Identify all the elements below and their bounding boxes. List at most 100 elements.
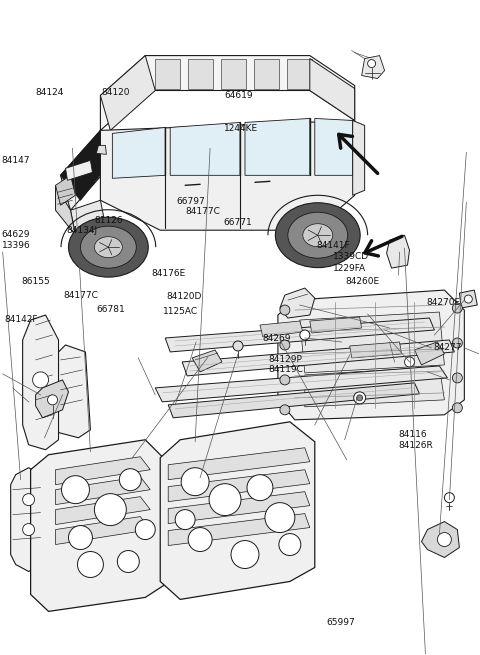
Polygon shape — [160, 422, 315, 599]
Text: 84126R: 84126R — [398, 441, 432, 449]
Circle shape — [209, 483, 241, 515]
Polygon shape — [23, 315, 59, 450]
Polygon shape — [361, 56, 384, 79]
Circle shape — [175, 510, 195, 530]
Text: 1229FA: 1229FA — [333, 263, 366, 272]
Polygon shape — [168, 492, 310, 523]
Text: 1244KE: 1244KE — [224, 124, 258, 134]
Polygon shape — [100, 121, 355, 230]
Text: 84119C: 84119C — [269, 365, 303, 375]
Circle shape — [181, 468, 209, 496]
Text: 84177C: 84177C — [185, 208, 220, 216]
Circle shape — [188, 527, 212, 552]
Circle shape — [135, 519, 155, 540]
Circle shape — [354, 392, 366, 404]
Polygon shape — [56, 477, 150, 504]
Ellipse shape — [81, 226, 136, 268]
Ellipse shape — [95, 236, 122, 257]
Polygon shape — [170, 122, 240, 176]
Polygon shape — [168, 470, 310, 502]
Circle shape — [280, 405, 290, 415]
Polygon shape — [415, 342, 444, 365]
Text: 84260E: 84260E — [345, 277, 379, 286]
Circle shape — [33, 372, 48, 388]
Polygon shape — [254, 58, 279, 88]
Circle shape — [23, 523, 35, 536]
Text: 84277: 84277 — [434, 343, 462, 352]
Circle shape — [452, 303, 462, 313]
Text: 84269: 84269 — [263, 334, 291, 343]
Text: 1125AC: 1125AC — [163, 307, 199, 316]
Polygon shape — [112, 128, 165, 178]
Text: 84147: 84147 — [1, 157, 30, 165]
Text: 84270E: 84270E — [427, 298, 461, 307]
Polygon shape — [280, 288, 315, 318]
Polygon shape — [65, 160, 93, 180]
Polygon shape — [71, 200, 106, 235]
Circle shape — [61, 476, 89, 504]
Polygon shape — [315, 119, 353, 176]
Text: 66797: 66797 — [177, 197, 205, 206]
Circle shape — [117, 550, 139, 572]
Circle shape — [120, 469, 141, 491]
Ellipse shape — [69, 217, 148, 277]
Polygon shape — [310, 317, 361, 333]
Circle shape — [464, 295, 472, 303]
Circle shape — [452, 373, 462, 383]
Text: 84120D: 84120D — [167, 291, 202, 301]
Circle shape — [405, 357, 415, 367]
Text: 66781: 66781 — [96, 305, 125, 314]
Ellipse shape — [288, 212, 348, 258]
Text: 84129P: 84129P — [269, 355, 302, 364]
Polygon shape — [56, 176, 75, 205]
Polygon shape — [56, 496, 150, 525]
Text: 84116: 84116 — [398, 430, 427, 439]
Circle shape — [452, 403, 462, 413]
Polygon shape — [31, 440, 165, 611]
Polygon shape — [168, 514, 310, 546]
Circle shape — [69, 525, 93, 550]
Circle shape — [279, 534, 301, 555]
Polygon shape — [188, 58, 213, 88]
Circle shape — [247, 475, 273, 500]
Polygon shape — [278, 290, 464, 420]
Text: 13396: 13396 — [1, 240, 30, 250]
Circle shape — [300, 330, 310, 340]
Polygon shape — [36, 380, 69, 418]
Polygon shape — [100, 56, 155, 130]
Polygon shape — [260, 321, 303, 337]
Polygon shape — [56, 517, 150, 544]
Text: 84120: 84120 — [101, 88, 130, 97]
Circle shape — [265, 502, 295, 533]
Text: 64629: 64629 — [1, 230, 30, 239]
Circle shape — [357, 395, 363, 401]
Text: 84124: 84124 — [35, 88, 63, 97]
Circle shape — [23, 494, 35, 506]
Polygon shape — [155, 366, 447, 402]
Polygon shape — [60, 130, 115, 200]
Circle shape — [77, 552, 103, 578]
Polygon shape — [115, 136, 160, 185]
Circle shape — [48, 395, 58, 405]
Polygon shape — [165, 318, 434, 352]
Circle shape — [280, 375, 290, 385]
Text: 64619: 64619 — [224, 91, 253, 100]
Polygon shape — [300, 312, 444, 373]
Polygon shape — [100, 56, 355, 130]
Circle shape — [233, 341, 243, 351]
Text: 81126: 81126 — [95, 215, 123, 225]
Polygon shape — [155, 58, 180, 88]
Polygon shape — [56, 457, 150, 485]
Text: 84176E: 84176E — [152, 269, 186, 278]
Circle shape — [368, 60, 376, 67]
Circle shape — [437, 533, 451, 546]
Text: 65997: 65997 — [326, 618, 355, 627]
Polygon shape — [350, 342, 402, 358]
Polygon shape — [421, 521, 459, 557]
Circle shape — [280, 340, 290, 350]
Polygon shape — [386, 235, 409, 268]
Polygon shape — [192, 350, 222, 372]
Polygon shape — [310, 58, 355, 121]
Text: 84141F: 84141F — [317, 241, 350, 250]
Circle shape — [444, 493, 455, 502]
